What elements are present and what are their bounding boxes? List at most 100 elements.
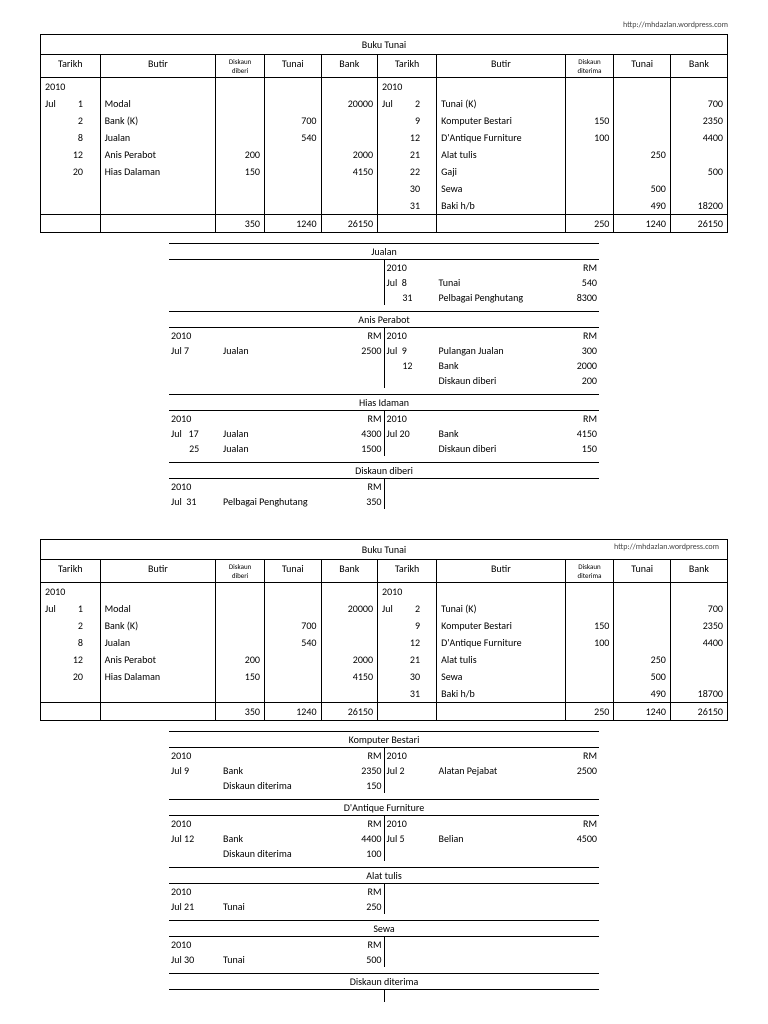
col-bank: Bank: [321, 560, 378, 583]
source-url: http://mhdazlan.wordpress.com: [40, 20, 728, 30]
col-diskaun-diberi: Diskaun diberi: [216, 55, 265, 78]
ledger-date: 2010: [387, 329, 439, 342]
ledger-desc: Diskaun diterima: [223, 847, 336, 860]
ledger-desc: [439, 329, 552, 342]
ledger-account: Diskaun diterima: [169, 973, 599, 1002]
ledger-amount: 150: [551, 442, 597, 455]
col-diskaun-diberi: Diskaun diberi: [216, 560, 265, 583]
ledger-date: Jul 21: [171, 900, 223, 913]
ledger-amount: RM: [336, 938, 382, 951]
ledger-credit: 2010RMJul 20Bank4150Diskaun diberi150: [385, 411, 600, 456]
cashbook-table: Tarikh Butir Diskaun diberi Tunai Bank T…: [41, 55, 727, 232]
table-row: Jul1Modal20000Jul2Tunai (K)700: [41, 95, 727, 112]
ledger-desc: Jualan: [223, 427, 336, 440]
ledger-row: 2010RM: [385, 411, 600, 426]
ledger-desc: [439, 817, 552, 830]
col-butir: Butir: [437, 560, 565, 583]
ledger-desc: [439, 749, 552, 762]
cashbook-table: Tarikh Butir Diskaun diberi Tunai Bank T…: [41, 560, 727, 720]
ledger-row: Jul 30Tunai500: [169, 952, 384, 967]
ledger-date: [171, 779, 223, 792]
ledger-desc: Diskaun diterima: [223, 779, 336, 792]
ledger-amount: 2500: [336, 344, 382, 357]
header-row: Tarikh Butir Diskaun diberi Tunai Bank T…: [41, 560, 727, 583]
ledger-desc: Pelbagai Penghutang: [439, 291, 552, 304]
ledger-date: Jul 20: [387, 427, 439, 440]
ledger-date: Jul 31: [171, 495, 223, 508]
table-row: 12Anis Perabot200200021Alat tulis250: [41, 146, 727, 163]
col-butir: Butir: [100, 55, 216, 78]
ledger-account: Komputer Bestari2010RMJul 9Bank2350Diska…: [169, 731, 599, 793]
ledger-title: Jualan: [169, 243, 599, 260]
ledger-amount: RM: [551, 749, 597, 762]
ledgers-group-2: Komputer Bestari2010RMJul 9Bank2350Diska…: [169, 731, 599, 1002]
ledgers-group-1: Jualan2010RMJul 8Tunai540 31Pelbagai Pen…: [169, 243, 599, 509]
ledger-credit: 2010RMJul 8Tunai540 31Pelbagai Penghutan…: [385, 260, 600, 305]
ledger-amount: 250: [336, 900, 382, 913]
ledger-title: Alat tulis: [169, 867, 599, 884]
ledger-date: Jul 12: [171, 832, 223, 845]
ledger-date: 25: [171, 442, 223, 455]
ledger-desc: Bank: [439, 359, 552, 372]
ledger-amount: RM: [551, 412, 597, 425]
ledger-title: Sewa: [169, 920, 599, 937]
ledger-desc: Tunai: [223, 900, 336, 913]
ledger-desc: [223, 938, 336, 951]
ledger-row: 2010RM: [169, 937, 384, 952]
ledger-credit: [385, 990, 600, 1002]
table-row: 2Bank (K)7009Komputer Bestari1502350: [41, 112, 727, 129]
ledger-row: 2010RM: [169, 816, 384, 831]
source-url: http://mhdazlan.wordpress.com: [614, 542, 719, 552]
ledger-row: Jul 21Tunai250: [169, 899, 384, 914]
ledger-date: 12: [387, 359, 439, 372]
ledger-amount: RM: [551, 817, 597, 830]
ledger-desc: Bank: [439, 427, 552, 440]
ledger-desc: Diskaun diberi: [439, 374, 552, 387]
ledger-amount: 100: [336, 847, 382, 860]
ledger-amount: RM: [551, 329, 597, 342]
col-tarikh: Tarikh: [41, 560, 100, 583]
ledger-amount: RM: [336, 817, 382, 830]
col-bank: Bank: [670, 55, 727, 78]
col-butir: Butir: [100, 560, 216, 583]
ledger-row: 2010RM: [169, 748, 384, 763]
ledger-desc: [223, 329, 336, 342]
cashbook-1: Buku Tunai Tarikh Butir Diskaun diberi T…: [40, 34, 728, 233]
ledger-row: Jul 20Bank4150: [385, 426, 600, 441]
ledger-amount: 2500: [551, 764, 597, 777]
ledger-date: 2010: [171, 412, 223, 425]
ledger-amount: 1500: [336, 442, 382, 455]
ledger-account: Sewa2010RMJul 30Tunai500: [169, 920, 599, 967]
ledger-amount: 500: [336, 953, 382, 966]
ledger-account: Diskaun diberi2010RMJul 31Pelbagai Pengh…: [169, 462, 599, 509]
ledger-amount: 4400: [336, 832, 382, 845]
ledger-debit: 2010RMJul 21Tunai250: [169, 884, 385, 914]
ledger-desc: Tunai: [439, 276, 552, 289]
ledger-amount: 8300: [551, 291, 597, 304]
ledger-amount: 4150: [551, 427, 597, 440]
ledger-row: Diskaun diberi150: [385, 441, 600, 456]
ledger-row: 2010RM: [385, 260, 600, 275]
totals-row: 350124026150250124026150: [41, 703, 727, 721]
col-tarikh: Tarikh: [41, 55, 100, 78]
ledger-amount: 540: [551, 276, 597, 289]
ledger-account: D'Antique Furniture2010RMJul 12Bank4400D…: [169, 799, 599, 861]
ledger-row: 31Pelbagai Penghutang8300: [385, 290, 600, 305]
table-row: 8Jualan54012D'Antique Furniture1004400: [41, 129, 727, 146]
ledger-desc: Alatan Pejabat: [439, 764, 552, 777]
ledger-row: Jul 12Bank4400: [169, 831, 384, 846]
ledger-date: Jul 30: [171, 953, 223, 966]
ledger-desc: Belian: [439, 832, 552, 845]
table-row: 31Baki h/b49018700: [41, 685, 727, 703]
ledger-date: Jul 8: [387, 276, 439, 289]
ledger-amount: 150: [336, 779, 382, 792]
ledger-desc: [223, 412, 336, 425]
table-row: Jul1Modal20000Jul2Tunai (K)700: [41, 600, 727, 617]
year-row: 20102010: [41, 583, 727, 601]
ledger-row: Diskaun diberi200: [385, 373, 600, 388]
ledger-title: Hias Idaman: [169, 394, 599, 411]
col-diskaun-diterima: Diskaun diterima: [565, 560, 614, 583]
ledger-credit: [385, 884, 600, 914]
ledger-desc: [439, 412, 552, 425]
ledger-debit: 2010RMJul 9Bank2350Diskaun diterima150: [169, 748, 385, 793]
